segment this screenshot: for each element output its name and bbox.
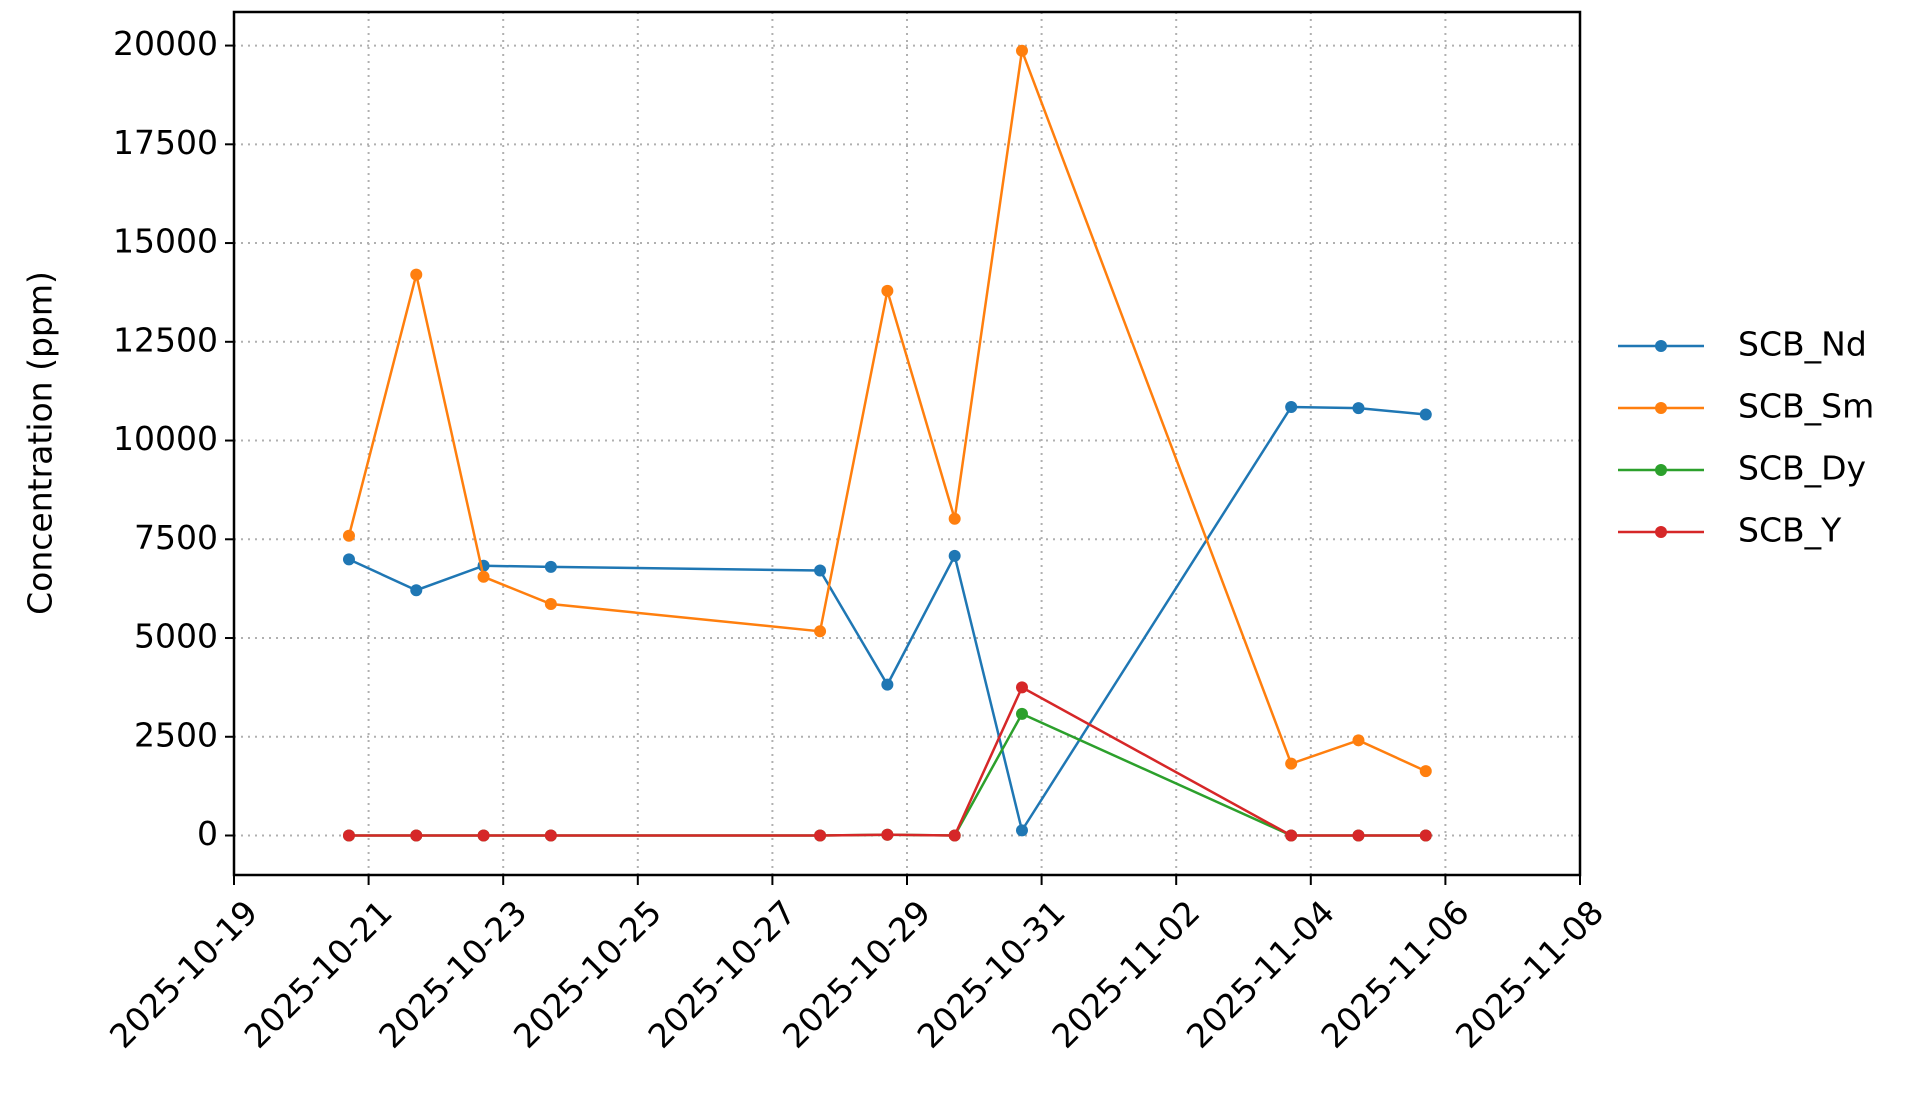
legend-marker bbox=[1655, 340, 1667, 352]
data-point bbox=[1352, 734, 1365, 747]
data-point bbox=[1015, 681, 1028, 694]
data-point bbox=[948, 829, 961, 842]
plot-frame bbox=[232, 10, 1582, 877]
data-point bbox=[544, 829, 557, 842]
data-point bbox=[1285, 757, 1298, 770]
data-point bbox=[544, 560, 557, 573]
data-point bbox=[410, 829, 423, 842]
data-point bbox=[814, 564, 827, 577]
data-point bbox=[948, 512, 961, 525]
data-point bbox=[1352, 402, 1365, 415]
data-point bbox=[1419, 408, 1432, 421]
data-point bbox=[1285, 400, 1298, 413]
data-point bbox=[544, 598, 557, 611]
data-point bbox=[814, 625, 827, 638]
legend-label: SCB_Nd bbox=[1738, 325, 1867, 364]
y-tick-label: 7500 bbox=[134, 518, 218, 557]
data-point bbox=[342, 553, 355, 566]
y-axis-label: Concentration (ppm) bbox=[21, 271, 60, 615]
y-tick-label: 10000 bbox=[113, 419, 218, 458]
data-point bbox=[881, 284, 894, 297]
y-tick-label: 5000 bbox=[134, 617, 218, 656]
legend-marker bbox=[1655, 402, 1667, 414]
series-line bbox=[348, 712, 1426, 837]
data-point bbox=[342, 529, 355, 542]
data-point bbox=[1015, 707, 1028, 720]
data-point bbox=[1419, 829, 1432, 842]
data-point bbox=[477, 829, 490, 842]
legend-marker bbox=[1655, 526, 1667, 538]
data-point bbox=[814, 829, 827, 842]
series-line bbox=[348, 405, 1426, 834]
data-point bbox=[1015, 824, 1028, 837]
data-point bbox=[881, 678, 894, 691]
y-tick-label: 20000 bbox=[113, 24, 218, 63]
data-point bbox=[410, 268, 423, 281]
data-point bbox=[1419, 765, 1432, 778]
data-point bbox=[948, 549, 961, 562]
y-tick-label: 12500 bbox=[113, 320, 218, 359]
data-point bbox=[1285, 829, 1298, 842]
y-tick-label: 0 bbox=[197, 814, 218, 853]
y-tick-label: 17500 bbox=[113, 123, 218, 162]
data-point bbox=[881, 828, 894, 841]
data-point bbox=[1352, 829, 1365, 842]
series-line bbox=[347, 50, 1427, 773]
data-point bbox=[477, 570, 490, 583]
y-tick-label: 2500 bbox=[134, 715, 218, 754]
legend-label: SCB_Y bbox=[1738, 511, 1842, 550]
data-point bbox=[410, 584, 423, 597]
y-tick-label: 15000 bbox=[113, 222, 218, 261]
legend-label: SCB_Sm bbox=[1738, 387, 1874, 426]
data-point bbox=[342, 829, 355, 842]
legend-marker bbox=[1655, 464, 1667, 476]
series-line bbox=[348, 685, 1426, 837]
data-point bbox=[1015, 44, 1028, 57]
legend-label: SCB_Dy bbox=[1738, 449, 1866, 488]
